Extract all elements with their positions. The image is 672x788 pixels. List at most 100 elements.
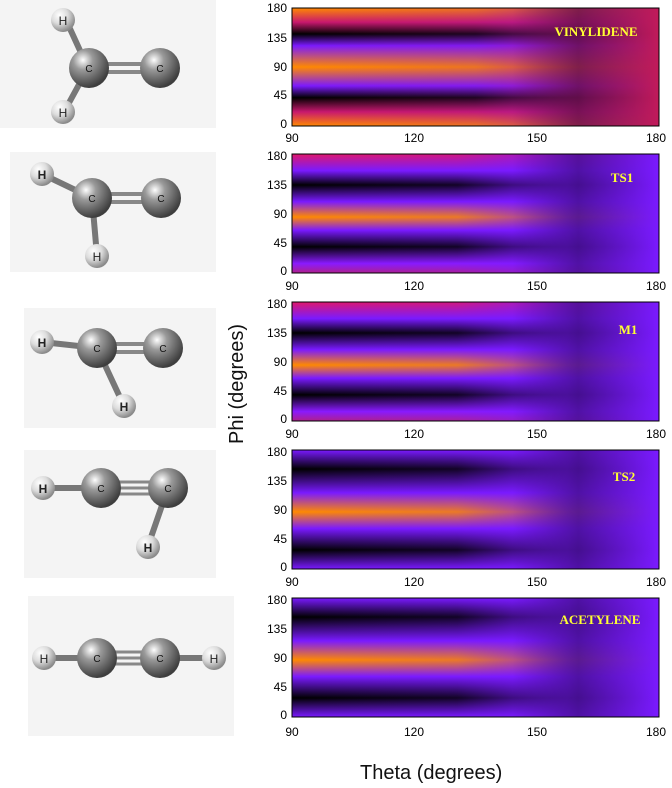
svg-text:180: 180: [267, 593, 287, 607]
hydrogen-atom: [30, 162, 54, 186]
x-ticks: 90 120 150 180: [285, 427, 666, 441]
svg-text:90: 90: [274, 60, 288, 74]
atom-label: C: [85, 64, 92, 75]
svg-text:90: 90: [274, 651, 288, 665]
x-ticks: 90 120 150 180: [285, 279, 666, 293]
panel-acetylene: H H C C ACETYLENE 180 135 90 45 0 90 120…: [28, 593, 666, 739]
hydrogen-atom: [30, 330, 54, 354]
svg-text:150: 150: [527, 725, 547, 739]
svg-text:120: 120: [404, 279, 424, 293]
y-ticks: 180 135 90 45 0: [267, 297, 287, 426]
carbon-atom: [77, 638, 117, 678]
svg-text:135: 135: [267, 326, 287, 340]
hydrogen-atom: [31, 476, 55, 500]
carbon-atom: [140, 48, 180, 88]
panel-vinylidene: H H C C VINYLIDENE 180 135 90 45 0 90 12…: [0, 0, 666, 145]
atom-label: H: [59, 106, 68, 120]
atom-label: H: [40, 652, 49, 666]
svg-text:180: 180: [646, 131, 666, 145]
molecule-box-acetylene: [28, 596, 234, 736]
svg-text:120: 120: [404, 575, 424, 589]
hydrogen-atom: [85, 244, 109, 268]
svg-text:180: 180: [267, 445, 287, 459]
svg-text:45: 45: [274, 532, 288, 546]
molecule-m1: H H C C: [30, 328, 183, 418]
atom-label: H: [210, 652, 219, 666]
y-ticks: 180 135 90 45 0: [267, 445, 287, 574]
svg-text:90: 90: [274, 355, 288, 369]
panel-label: VINYLIDENE: [554, 24, 637, 39]
svg-text:180: 180: [646, 279, 666, 293]
y-axis-label-wrap: Phi (degrees): [226, 324, 266, 444]
svg-text:0: 0: [280, 708, 287, 722]
svg-text:135: 135: [267, 178, 287, 192]
molecule-ts2: H H C C: [31, 468, 188, 559]
svg-text:120: 120: [404, 725, 424, 739]
atom-label: H: [93, 250, 102, 264]
carbon-atom: [148, 468, 188, 508]
panel-ts1: H H C C TS1 180 135 90 45 0 90 120 150 1…: [10, 149, 666, 293]
panel-label: TS2: [613, 469, 635, 484]
svg-text:90: 90: [285, 427, 299, 441]
svg-text:120: 120: [404, 427, 424, 441]
svg-text:180: 180: [646, 427, 666, 441]
panel-ts2: H H C C TS2 180 135 90 45 0 90 120 150 1…: [24, 445, 666, 589]
svg-text:90: 90: [285, 279, 299, 293]
x-ticks: 90 120 150 180: [285, 725, 666, 739]
atom-label: C: [159, 344, 166, 355]
x-axis-label: Theta (degrees): [360, 762, 503, 784]
svg-text:90: 90: [285, 575, 299, 589]
svg-text:150: 150: [527, 575, 547, 589]
x-ticks: 90 120 150 180: [285, 575, 666, 589]
svg-text:0: 0: [280, 117, 287, 131]
hydrogen-atom: [32, 646, 56, 670]
carbon-atom: [72, 178, 112, 218]
heatmap-m1: M1: [291, 301, 660, 422]
svg-text:180: 180: [267, 297, 287, 311]
hydrogen-atom: [51, 8, 75, 32]
svg-text:90: 90: [285, 725, 299, 739]
y-ticks: 180 135 90 45 0: [267, 593, 287, 722]
svg-text:180: 180: [646, 725, 666, 739]
molecule-ts1: H H C C: [30, 162, 181, 268]
svg-text:90: 90: [285, 131, 299, 145]
atom-label: C: [93, 344, 100, 355]
atom-label: H: [38, 336, 47, 350]
y-axis-label: Phi (degrees): [226, 323, 248, 444]
svg-text:0: 0: [280, 560, 287, 574]
svg-text:0: 0: [280, 264, 287, 278]
svg-text:45: 45: [274, 236, 288, 250]
molecule-acetylene: H H C C: [32, 638, 226, 678]
svg-text:180: 180: [646, 575, 666, 589]
heatmap-ts2: TS2: [291, 449, 660, 570]
carbon-atom: [77, 328, 117, 368]
y-ticks: 180 135 90 45 0: [267, 149, 287, 278]
molecule-vinylidene: H H C C: [51, 8, 180, 124]
x-ticks: 90 120 150 180: [285, 131, 666, 145]
atom-label: H: [144, 541, 153, 555]
svg-text:120: 120: [404, 131, 424, 145]
svg-text:45: 45: [274, 384, 288, 398]
hydrogen-atom: [202, 646, 226, 670]
svg-text:180: 180: [267, 149, 287, 163]
svg-text:135: 135: [267, 622, 287, 636]
svg-text:150: 150: [527, 427, 547, 441]
panel-label: ACETYLENE: [560, 612, 641, 627]
panel-label: M1: [619, 322, 638, 337]
svg-text:150: 150: [527, 279, 547, 293]
atom-label: C: [97, 484, 104, 495]
y-ticks: 180 135 90 45 0: [267, 1, 287, 131]
atom-label: C: [88, 194, 95, 205]
svg-text:0: 0: [280, 412, 287, 426]
svg-text:45: 45: [274, 88, 288, 102]
molecule-box-ts2: [24, 450, 216, 578]
atom-label: H: [39, 482, 48, 496]
carbon-atom: [69, 48, 109, 88]
atom-label: H: [38, 168, 47, 182]
atom-label: H: [120, 400, 129, 414]
svg-text:45: 45: [274, 680, 288, 694]
svg-text:135: 135: [267, 474, 287, 488]
atom-label: C: [156, 654, 163, 665]
carbon-atom: [140, 638, 180, 678]
svg-text:150: 150: [527, 131, 547, 145]
